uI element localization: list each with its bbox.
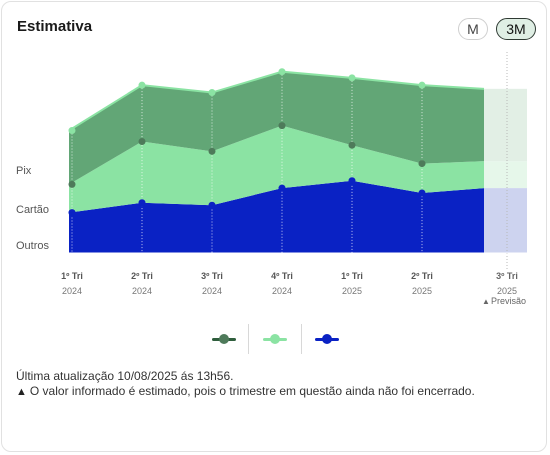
point-outros bbox=[348, 177, 356, 185]
legend-cartao-dot-icon bbox=[270, 334, 280, 344]
legend-pix-marker[interactable] bbox=[212, 331, 236, 347]
legend-cartao-marker[interactable] bbox=[263, 331, 287, 347]
point-pix bbox=[68, 127, 76, 134]
point-outros bbox=[208, 201, 216, 209]
estimate-warning-text: O valor informado é estimado, pois o tri… bbox=[29, 384, 475, 398]
x-tick-year: 2024 bbox=[272, 286, 292, 296]
toggle-monthly-button[interactable]: M bbox=[458, 18, 488, 40]
series-label-pix: Pix bbox=[16, 165, 32, 177]
warning-triangle-icon: ▲ bbox=[16, 386, 27, 398]
x-tick-year: 2024 bbox=[202, 286, 222, 296]
point-pix bbox=[418, 81, 426, 89]
point-pix bbox=[208, 89, 216, 97]
x-tick-quarter: 1º Tri bbox=[341, 271, 363, 281]
x-tick-quarter: 4º Tri bbox=[271, 271, 293, 281]
point-outros bbox=[278, 184, 286, 192]
legend-outros-marker[interactable] bbox=[315, 331, 339, 347]
x-tick-quarter: 1º Tri bbox=[61, 271, 83, 281]
point-cartao bbox=[68, 180, 76, 188]
point-cartao bbox=[138, 138, 146, 146]
forecast-area-pix bbox=[484, 88, 527, 162]
estimate-warning: ▲ O valor informado é estimado, pois o tr… bbox=[16, 384, 475, 400]
x-tick-year: 2024 bbox=[62, 286, 82, 296]
area-cartao bbox=[69, 125, 484, 213]
forecast-area-cartao bbox=[484, 161, 527, 189]
x-tick-year: 2025 bbox=[342, 286, 362, 296]
series-label-outros: Outros bbox=[16, 240, 50, 252]
point-pix bbox=[138, 81, 146, 89]
stacked-area-chart: Pix Cartão Outros 1º Tri 2024 2º Tri 2024 3º Tr… bbox=[16, 52, 527, 306]
point-outros bbox=[138, 199, 146, 207]
x-tick-year: 2025 bbox=[412, 286, 432, 296]
point-outros bbox=[418, 189, 426, 197]
legend-divider bbox=[248, 324, 249, 354]
area-pix bbox=[69, 71, 484, 185]
point-cartao bbox=[418, 160, 426, 168]
point-pix bbox=[348, 74, 356, 82]
point-pix bbox=[278, 68, 286, 76]
footer-notes: Última atualização 10/08/2025 ás 13h56. … bbox=[16, 369, 475, 400]
point-cartao bbox=[278, 122, 286, 130]
card-title: Estimativa bbox=[17, 18, 93, 35]
x-tick-year: 2024 bbox=[132, 286, 152, 296]
legend bbox=[0, 322, 550, 356]
last-update-text: Última atualização 10/08/2025 ás 13h56. bbox=[16, 369, 234, 383]
legend-pix-dot-icon bbox=[219, 334, 229, 344]
legend-divider bbox=[301, 324, 302, 354]
legend-outros-dot-icon bbox=[322, 334, 332, 344]
point-outros bbox=[68, 209, 76, 217]
point-cartao bbox=[348, 141, 356, 149]
x-tick-quarter: 2º Tri bbox=[411, 271, 433, 281]
toggle-quarterly-button[interactable]: 3M bbox=[496, 18, 536, 40]
series-label-cartão: Cartão bbox=[16, 204, 49, 216]
point-cartao bbox=[208, 147, 216, 155]
area-outros bbox=[69, 180, 484, 253]
x-tick-quarter: 3º Tri bbox=[496, 271, 518, 281]
x-tick-quarter: 2º Tri bbox=[131, 271, 153, 281]
forecast-area-outros bbox=[484, 188, 527, 253]
x-tick-year: 2025 bbox=[497, 286, 517, 296]
forecast-label-text: Previsão bbox=[491, 296, 526, 306]
warning-triangle-icon: ▲ bbox=[482, 297, 490, 306]
x-tick-quarter: 3º Tri bbox=[201, 271, 223, 281]
forecast-label: ▲ Previsão bbox=[482, 296, 526, 306]
